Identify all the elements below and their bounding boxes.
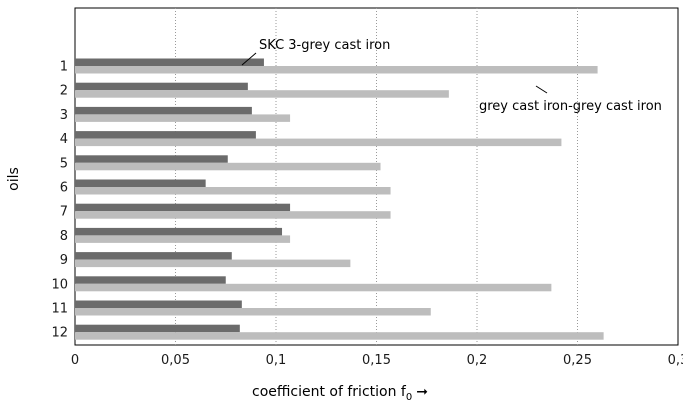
bar-grey-cast-iron: [75, 308, 431, 316]
x-tick-label: 0,25: [563, 353, 592, 368]
y-tick-label: 1: [60, 60, 68, 75]
annotation-skc-leader: [241, 52, 257, 66]
bar-skc3: [75, 58, 264, 66]
bar-skc3: [75, 179, 206, 187]
bar-grey-cast-iron: [75, 332, 604, 340]
bar-grey-cast-iron: [75, 90, 449, 98]
y-tick-label: 2: [60, 84, 68, 99]
x-tick-label: 0: [71, 353, 79, 368]
y-tick-label: 11: [51, 302, 68, 317]
x-tick-label: 0,05: [161, 353, 190, 368]
annotation-skc: SKC 3-grey cast iron: [259, 38, 390, 53]
bar-grey-cast-iron: [75, 211, 391, 219]
bar-skc3: [75, 82, 248, 91]
y-axis-title: oils: [6, 167, 22, 191]
x-axis-title-subscript: 0: [406, 392, 412, 403]
bar-skc3: [75, 131, 256, 139]
y-tick-label: 10: [51, 277, 68, 292]
y-tick-label: 12: [51, 326, 68, 341]
y-tick-label: 8: [60, 229, 68, 244]
bars: [75, 58, 604, 340]
y-tick-label: 9: [60, 253, 68, 268]
y-tick-label: 5: [60, 156, 68, 171]
bar-grey-cast-iron: [75, 138, 562, 147]
x-tick-label: 0,2: [467, 353, 488, 368]
bar-grey-cast-iron: [75, 114, 291, 122]
x-axis-arrow-icon: ➞: [416, 384, 428, 400]
annotation-grey-cast-iron-leader: [535, 85, 548, 94]
x-axis-title-text: coefficient of friction f: [252, 384, 407, 400]
x-tick-label: 0,15: [362, 353, 391, 368]
annotation-grey-cast-iron: grey cast iron-grey cast iron: [479, 99, 662, 114]
bar-skc3: [75, 324, 240, 333]
bar-skc3: [75, 106, 252, 115]
bar-skc3: [75, 227, 283, 236]
bar-skc3: [75, 276, 226, 284]
bar-skc3: [75, 252, 232, 260]
y-tick-label: 7: [60, 205, 68, 220]
x-tick-label: 0,3: [668, 353, 683, 368]
bar-skc3: [75, 300, 242, 308]
x-axis-title: coefficient of friction f0 ➞: [252, 384, 428, 403]
grid-lines: [175, 8, 578, 345]
bar-skc3: [75, 155, 228, 163]
x-tick-label: 0,1: [266, 353, 287, 368]
bar-grey-cast-iron: [75, 66, 598, 74]
x-tick-labels: 0 0,05 0,1 0,15 0,2 0,25 0,3: [71, 353, 683, 368]
bar-grey-cast-iron: [75, 235, 291, 243]
bar-grey-cast-iron: [75, 187, 391, 195]
y-tick-label: 3: [60, 108, 68, 123]
y-tick-label: 4: [60, 132, 68, 147]
bar-skc3: [75, 203, 291, 212]
bar-grey-cast-iron: [75, 162, 381, 171]
bar-grey-cast-iron: [75, 283, 552, 292]
bar-grey-cast-iron: [75, 259, 351, 268]
y-tick-label: 6: [60, 181, 68, 196]
